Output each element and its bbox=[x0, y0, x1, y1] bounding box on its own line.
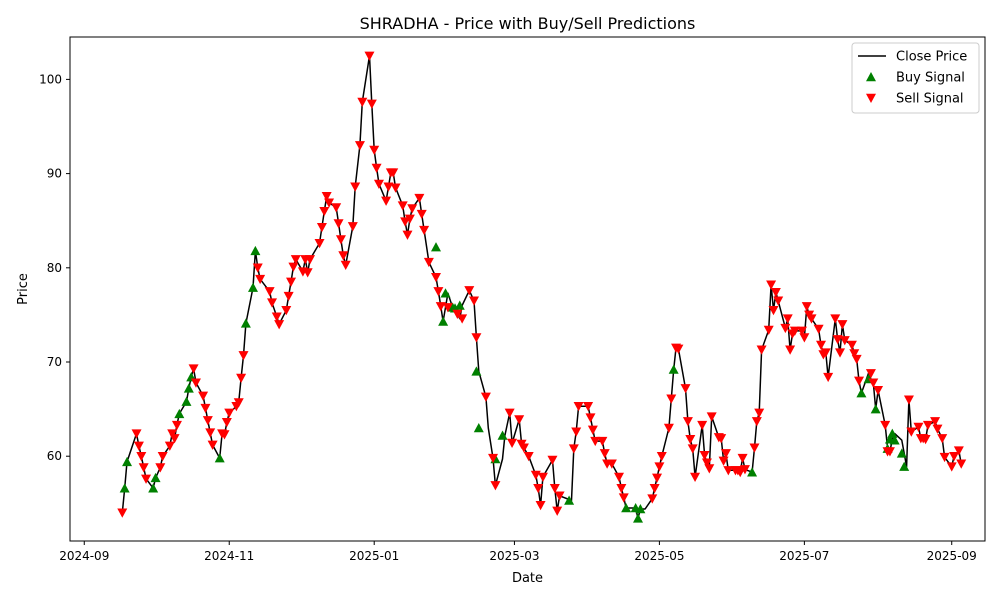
y-tick-label: 60 bbox=[47, 449, 62, 463]
y-tick-label: 80 bbox=[47, 261, 62, 275]
chart-title: SHRADHA - Price with Buy/Sell Prediction… bbox=[360, 14, 696, 33]
legend-label: Close Price bbox=[896, 50, 967, 65]
x-tick-label: 2025-09 bbox=[927, 549, 977, 563]
x-tick-label: 2025-05 bbox=[634, 549, 684, 563]
x-tick-label: 2025-01 bbox=[349, 549, 399, 563]
legend: Close Price Buy Signal Sell Signal bbox=[852, 43, 979, 113]
legend-label: Buy Signal bbox=[896, 71, 965, 86]
x-axis-label: Date bbox=[512, 571, 543, 586]
x-tick-label: 2024-11 bbox=[204, 549, 254, 563]
y-axis-label: Price bbox=[16, 273, 31, 305]
x-tick-label: 2025-07 bbox=[779, 549, 829, 563]
y-tick-label: 100 bbox=[39, 72, 62, 86]
legend-label: Sell Signal bbox=[896, 92, 964, 107]
x-tick-label: 2024-09 bbox=[59, 549, 109, 563]
y-tick-label: 70 bbox=[47, 355, 62, 369]
x-tick-label: 2025-03 bbox=[489, 549, 539, 563]
y-tick-label: 90 bbox=[47, 167, 62, 181]
